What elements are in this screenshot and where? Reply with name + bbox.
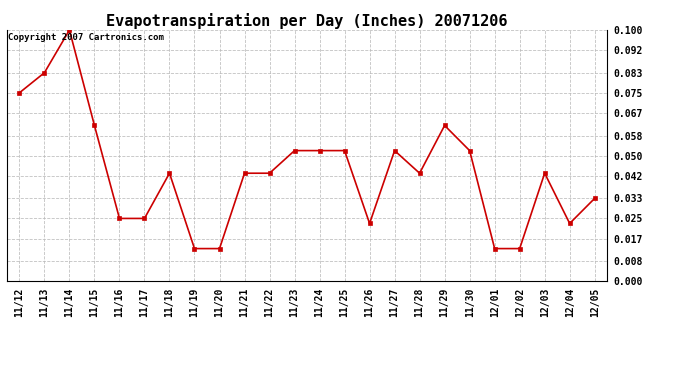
Text: Copyright 2007 Cartronics.com: Copyright 2007 Cartronics.com	[8, 33, 164, 42]
Title: Evapotranspiration per Day (Inches) 20071206: Evapotranspiration per Day (Inches) 2007…	[106, 13, 508, 29]
